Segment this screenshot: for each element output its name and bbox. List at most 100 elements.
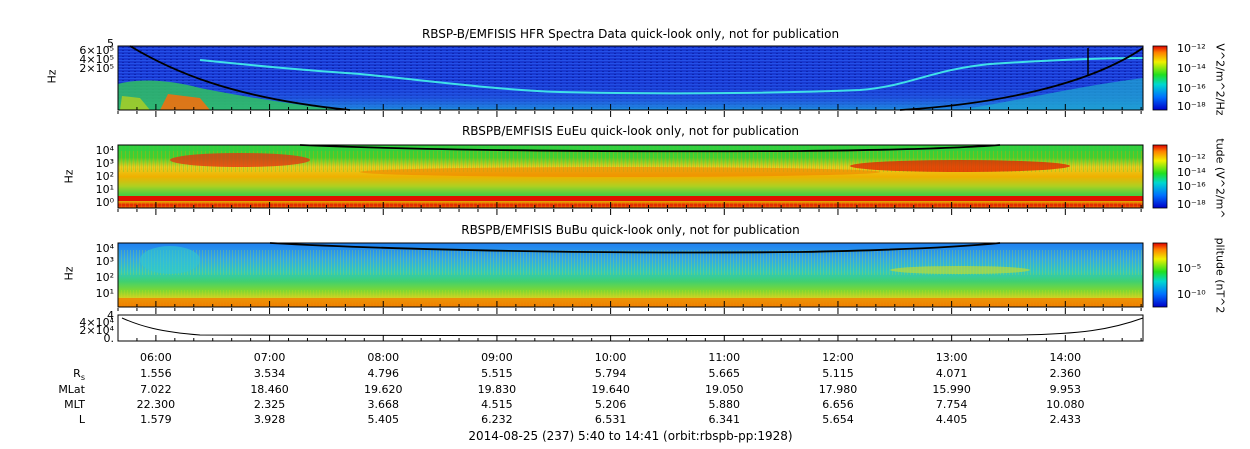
eueu-hot-band-left	[170, 153, 310, 167]
ephemeris-value: 4.405	[935, 413, 968, 426]
hfr-ytick-4e5: 4×10⁵	[79, 53, 114, 66]
eueu-hot-band-right	[850, 160, 1070, 172]
ephemeris-value: 6.232	[481, 413, 513, 426]
bubu-ytick-1e4: 10⁴	[95, 242, 114, 255]
ephemeris-value: 19.050	[705, 383, 744, 396]
eueu-ytick-1e3: 10³	[95, 157, 114, 170]
line-ytick-2e4: 2×10⁴	[79, 324, 114, 337]
hfr-ytick-top: 5	[107, 37, 114, 50]
line-ytick-0: 0.	[103, 332, 115, 345]
ephemeris-value: 3.534	[253, 367, 286, 380]
hfr-cyclotron-curve-right	[899, 47, 1144, 111]
ephemeris-value: 1.556	[140, 367, 172, 380]
x-tick-label: 06:00	[140, 351, 172, 364]
eueu-frame	[117, 144, 1144, 209]
ephemeris-value: 15.990	[932, 383, 971, 396]
ephemeris-value: 6.341	[708, 413, 741, 426]
hfr-colorbar	[1152, 45, 1168, 111]
bubu-panel-title: RBSPB/EMFISIS BuBu quick-look only, not …	[461, 223, 800, 237]
bubu-colorbar-label: plitude (nT^2	[1213, 237, 1227, 314]
hfr-colorbar-label: V^2/m^2/Hz	[1213, 43, 1227, 116]
eueu-ytick-1e1: 10¹	[95, 183, 114, 196]
line-panel-trace	[121, 317, 1144, 337]
ephemeris-value: 18.460	[250, 383, 289, 396]
bubu-emission-left	[140, 246, 200, 274]
time-range-footer: 2014-08-25 (237) 5:40 to 14:41 (orbit:rb…	[468, 429, 793, 443]
eueu-top-green-zone	[118, 145, 1143, 151]
ephemeris-value: 5.665	[708, 367, 741, 380]
eueu-panel	[117, 144, 1144, 209]
hfr-right-emission	[960, 78, 1143, 110]
eueu-warm-band-mid	[360, 167, 880, 177]
ephemeris-value: 4.071	[935, 367, 968, 380]
x-tick-label: 11:00	[708, 351, 741, 364]
ephemeris-value: 5.405	[367, 413, 399, 426]
ephemeris-value: 4.796	[367, 367, 399, 380]
x-tick-label: 12:00	[822, 351, 854, 364]
x-tick-label: 08:00	[367, 351, 400, 364]
line-ytick-4e4: 4×10⁴	[79, 316, 114, 329]
x-tick-label: 10:00	[594, 351, 627, 364]
ephemeris-value: 5.880	[708, 398, 741, 411]
ephemeris-value: 7.754	[935, 398, 968, 411]
eueu-cb-tick-12: 10⁻¹²	[1177, 152, 1206, 165]
bubu-colorbar	[1152, 242, 1168, 308]
hfr-frame	[117, 45, 1144, 111]
hfr-cb-tick-14: 10⁻¹⁴	[1177, 62, 1206, 75]
hfr-panel-title: RBSP-B/EMFISIS HFR Spectra Data quick-lo…	[421, 27, 840, 41]
ephemeris-value: 19.640	[591, 383, 630, 396]
bubu-ytick-1e1: 10¹	[95, 287, 114, 300]
ephemeris-value: 19.620	[363, 383, 403, 396]
eueu-cyclotron-curve	[299, 144, 1001, 153]
bubu-frame	[117, 242, 1144, 308]
eueu-bottom-red-band	[118, 196, 1143, 201]
ephemeris-value: 5.515	[481, 367, 513, 380]
eueu-cb-tick-18: 10⁻¹⁸	[1177, 198, 1206, 211]
ephemeris-row-label-subscript: s	[80, 373, 85, 383]
bubu-noise-overlay	[118, 243, 1143, 307]
line-panel	[117, 314, 1144, 342]
hfr-cb-tick-18: 10⁻¹⁸	[1177, 100, 1206, 113]
hfr-cb-tick-12: 10⁻¹²	[1177, 42, 1206, 55]
x-tick-label: 13:00	[935, 351, 968, 364]
ephemeris-value: 5.794	[594, 367, 627, 380]
ephemeris-value: 5.654	[822, 413, 854, 426]
line-panel-frame	[117, 314, 1144, 342]
ephemeris-value: 1.579	[140, 413, 172, 426]
line-ytick-top: 4	[107, 309, 114, 322]
ephemeris-row-label: MLat	[58, 383, 85, 396]
ephemeris-value: 2.360	[1049, 367, 1082, 380]
bubu-emission-right	[890, 266, 1030, 274]
bubu-cb-tick-5: 10⁻⁵	[1177, 262, 1202, 275]
bubu-cb-tick-10: 10⁻¹⁰	[1177, 288, 1206, 301]
hfr-left-warm-emission	[120, 96, 150, 110]
hfr-cyclotron-curve	[129, 45, 351, 111]
eueu-panel-title: RBSPB/EMFISIS EuEu quick-look only, not …	[461, 124, 800, 138]
hfr-panel	[117, 45, 1144, 111]
x-tick-label: 09:00	[481, 351, 513, 364]
eueu-colorbar-label: tude (V^2/m^	[1213, 138, 1227, 219]
ephemeris-value: 2.433	[1049, 413, 1082, 426]
ephemeris-value: 4.515	[481, 398, 513, 411]
ephemeris-value: 17.980	[818, 383, 858, 396]
ephemeris-value: 5.206	[594, 398, 627, 411]
ephemeris-row-label: L	[78, 413, 85, 426]
x-tick-label: 07:00	[253, 351, 286, 364]
x-tick-label: 14:00	[1049, 351, 1082, 364]
ephemeris-value: 2.325	[253, 398, 286, 411]
ephemeris-value: 5.115	[822, 367, 854, 380]
hfr-ytick-2e5: 2×10⁵	[79, 62, 114, 75]
hfr-plasma-line	[199, 57, 1144, 95]
bubu-panel	[117, 242, 1144, 308]
ephemeris-value: 6.531	[594, 413, 627, 426]
ephemeris-value: 9.953	[1049, 383, 1082, 396]
ephemeris-value: 19.830	[477, 383, 517, 396]
eueu-cb-tick-16: 10⁻¹⁶	[1177, 180, 1206, 193]
bubu-cyclotron-curve	[269, 242, 1001, 254]
eueu-ytick-1e4: 10⁴	[95, 144, 114, 157]
eueu-ytick-1e0: 10⁰	[95, 196, 114, 209]
hfr-ytick-6e5: 6×10⁵	[79, 44, 114, 57]
ephemeris-value: 22.300	[136, 398, 176, 411]
eueu-colorbar	[1152, 144, 1168, 209]
